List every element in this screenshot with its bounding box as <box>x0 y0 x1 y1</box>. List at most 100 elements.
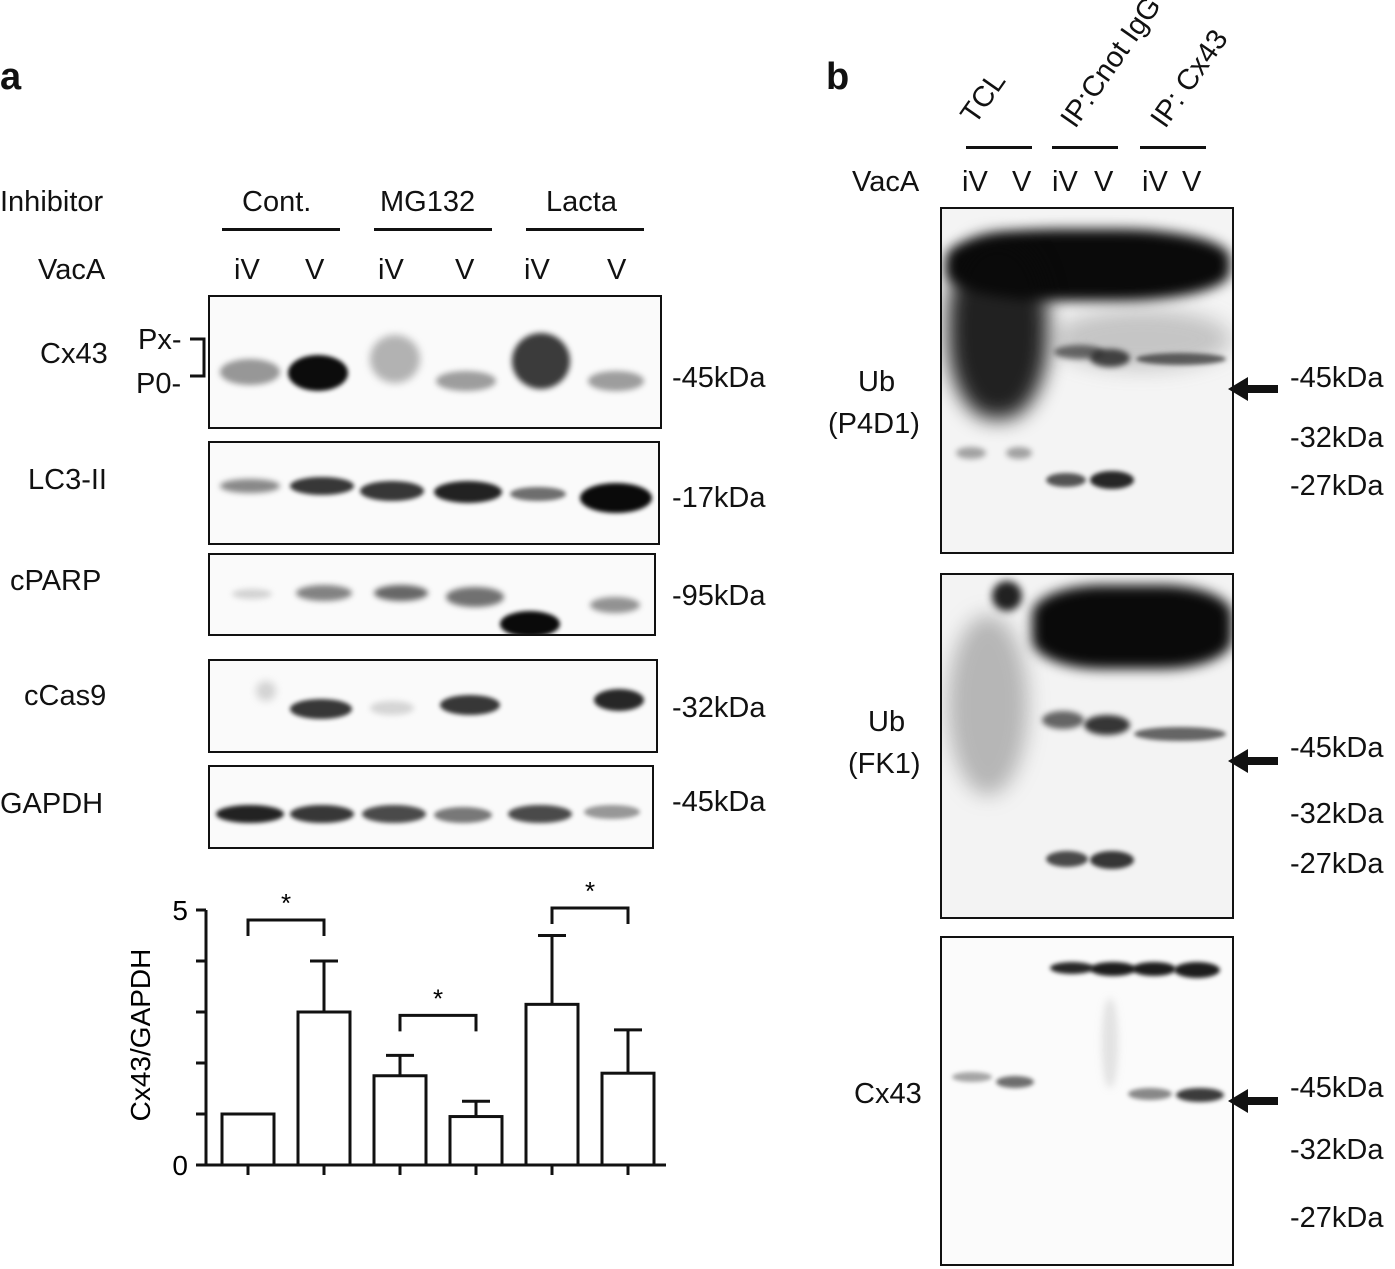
blot-band <box>1090 349 1130 367</box>
group-label-ip-cx43: IP: Cx43 <box>1144 24 1235 134</box>
blot-band <box>1102 998 1118 1088</box>
blot-label-lc3: LC3-II <box>28 464 107 496</box>
blot-band <box>1136 353 1226 365</box>
chart-bars: * * * <box>220 876 656 1167</box>
blot-label-ub-fk1-1: Ub <box>868 706 906 738</box>
marker-b1-45: -45kDa <box>1290 362 1384 394</box>
bar <box>448 1115 504 1167</box>
blot-band <box>1006 447 1032 459</box>
blot-band <box>1090 851 1134 869</box>
blot-lc3 <box>208 441 660 545</box>
blot-band <box>1042 711 1084 729</box>
blot-gapdh <box>208 765 654 849</box>
blot-band <box>434 481 502 503</box>
blot-band <box>436 371 496 391</box>
lane-label: V <box>305 254 325 286</box>
blot-band <box>288 355 348 391</box>
blot-band <box>1134 727 1226 741</box>
blot-ccas9 <box>208 659 658 753</box>
marker-lc3: -17kDa <box>672 482 766 514</box>
blot-label-cx43: Cx43 <box>40 338 108 370</box>
blot-band <box>992 581 1022 611</box>
y-tick-label: 0 <box>172 1150 188 1181</box>
blot-band <box>370 335 420 383</box>
marker-cx43: -45kDa <box>672 362 766 394</box>
group-line-cont <box>222 228 340 231</box>
blot-label-gapdh: GAPDH <box>0 788 104 820</box>
blot-band <box>290 805 354 823</box>
arrow-icon <box>1228 749 1278 773</box>
group-label-mg132: MG132 <box>380 186 476 218</box>
blot-band <box>1128 1088 1172 1100</box>
group-line-lacta <box>526 228 644 231</box>
marker-b1-27: -27kDa <box>1290 470 1384 502</box>
significance-star: * <box>433 983 443 1013</box>
blot-band <box>580 483 652 513</box>
group-label-tcl: TCL <box>954 66 1013 130</box>
blot-band <box>512 333 570 389</box>
marker-b2-27: -27kDa <box>1290 848 1384 880</box>
blot-label-ub-p4d1-2: (P4D1) <box>828 408 920 440</box>
blot-band <box>1090 471 1134 489</box>
blot-band <box>594 689 644 711</box>
vaca-label-a: VacA <box>38 254 106 286</box>
group-line-tcl <box>966 146 1032 149</box>
blot-band <box>500 611 560 634</box>
blot-band <box>510 487 566 501</box>
blot-band <box>232 589 272 599</box>
blot-band <box>290 699 352 719</box>
blot-band <box>220 359 280 385</box>
marker-b1-32: -32kDa <box>1290 422 1384 454</box>
group-line-ip-cx43 <box>1140 146 1206 149</box>
bar <box>524 1002 580 1167</box>
blot-band <box>256 681 276 701</box>
group-label-cont: Cont. <box>242 186 312 218</box>
marker-b2-32: -32kDa <box>1290 798 1384 830</box>
blot-band <box>1046 473 1086 487</box>
inhibitor-label: Inhibitor <box>0 186 104 218</box>
marker-cparp: -95kDa <box>672 580 766 612</box>
blot-band <box>370 701 414 715</box>
blot-band <box>996 1076 1034 1088</box>
significance-bracket <box>550 906 630 924</box>
blot-label-cparp: cPARP <box>10 565 102 597</box>
blot-band <box>1132 962 1176 976</box>
blot-label-ub-p4d1-1: Ub <box>858 366 896 398</box>
y-tick-label: 5 <box>172 895 188 926</box>
blot-band <box>1084 715 1130 735</box>
bar <box>372 1074 428 1167</box>
blot-band <box>508 805 572 823</box>
blot-band <box>1090 962 1136 976</box>
band-bracket <box>190 337 206 378</box>
blot-band <box>362 805 426 823</box>
bar <box>600 1071 656 1167</box>
chart-axes: 05 <box>172 895 666 1181</box>
blot-band <box>590 597 640 613</box>
significance-star: * <box>281 888 291 918</box>
blot-band <box>584 805 640 819</box>
marker-gapdh: -45kDa <box>672 786 766 818</box>
blot-band <box>374 585 428 601</box>
vaca-label-b: VacA <box>852 166 920 198</box>
significance-bracket <box>398 1013 478 1032</box>
band-label-p0: P0- <box>136 368 182 400</box>
lane-label: iV <box>962 166 988 198</box>
bar <box>296 1010 352 1167</box>
blot-label-ccas9: cCas9 <box>24 680 107 712</box>
blot-band <box>360 481 424 501</box>
blot-band <box>1050 962 1094 974</box>
arrow-icon <box>1228 1089 1278 1113</box>
blot-band <box>216 805 284 823</box>
bar-chart: 05 *** Cx43/GAPDH <box>125 876 666 1181</box>
blot-band <box>296 585 352 601</box>
blot-band <box>220 479 280 493</box>
lane-label: V <box>1094 166 1114 198</box>
marker-b3-45: -45kDa <box>1290 1072 1384 1104</box>
lane-label: V <box>1012 166 1032 198</box>
lane-label: iV <box>378 254 404 286</box>
panel-a-label: a <box>0 56 22 98</box>
blot-label-cx43-b: Cx43 <box>854 1078 922 1110</box>
blot-ub-p4d1 <box>940 207 1234 554</box>
significance-star: * <box>585 876 595 906</box>
